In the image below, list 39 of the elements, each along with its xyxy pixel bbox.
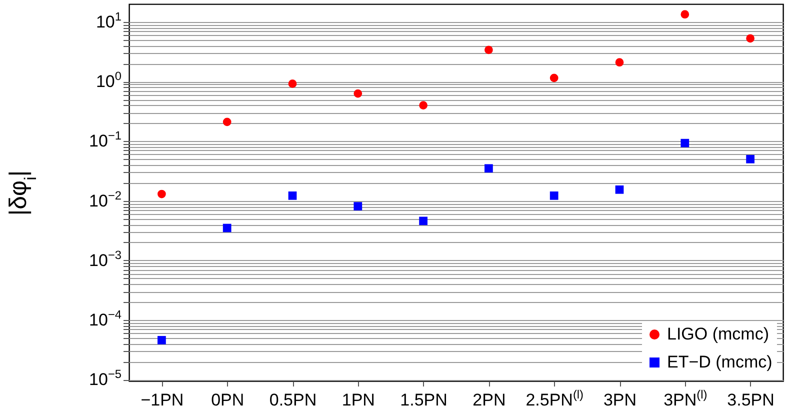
y-tick-label: 10$^{1}$ bbox=[96, 9, 122, 32]
x-tick-label: 3PN$^{(l)}$ bbox=[664, 388, 708, 410]
x-tick-label: 3.5PN bbox=[727, 390, 774, 410]
point bbox=[222, 118, 232, 126]
point bbox=[354, 202, 362, 210]
y-tick-label: 10$^{0}$ bbox=[96, 69, 122, 92]
legend-label: LIGO (mcmc) bbox=[667, 324, 769, 344]
point bbox=[550, 191, 558, 200]
y-tick-label: 10$^{−2}$ bbox=[89, 188, 122, 210]
y-tick-label: 10$^{−4}$ bbox=[89, 308, 122, 330]
point bbox=[158, 190, 166, 198]
x-tick-label: 1.5PN bbox=[400, 390, 448, 410]
point bbox=[615, 185, 624, 194]
x-tick-label: 2PN bbox=[472, 390, 506, 410]
point bbox=[419, 101, 428, 110]
point bbox=[680, 10, 690, 19]
point bbox=[419, 216, 428, 226]
point bbox=[550, 74, 558, 82]
x-tick-label: 3PN bbox=[603, 390, 637, 410]
x-tick-label: −1PN bbox=[140, 390, 184, 410]
point bbox=[288, 80, 297, 88]
x-tick-label: 2.5PN$^{(l)}$ bbox=[526, 388, 584, 410]
y-tick-label: 10$^{−1}$ bbox=[89, 128, 122, 151]
point bbox=[354, 89, 362, 98]
point bbox=[680, 138, 690, 148]
x-tick-label: 0.5PN bbox=[269, 390, 317, 410]
point bbox=[222, 224, 232, 232]
legend-label: ET−D (mcmc) bbox=[667, 352, 772, 372]
point bbox=[288, 191, 297, 200]
point bbox=[484, 46, 493, 54]
point bbox=[746, 34, 754, 43]
x-tick-label: 0PN bbox=[211, 390, 244, 410]
point bbox=[746, 154, 754, 164]
y-tick-label: 10$^{−5}$ bbox=[89, 367, 122, 390]
y-tick-label: 10$^{−3}$ bbox=[89, 248, 122, 270]
point bbox=[484, 164, 493, 173]
point bbox=[615, 58, 624, 67]
x-tick-label: 1PN bbox=[342, 390, 375, 410]
point bbox=[158, 336, 166, 344]
